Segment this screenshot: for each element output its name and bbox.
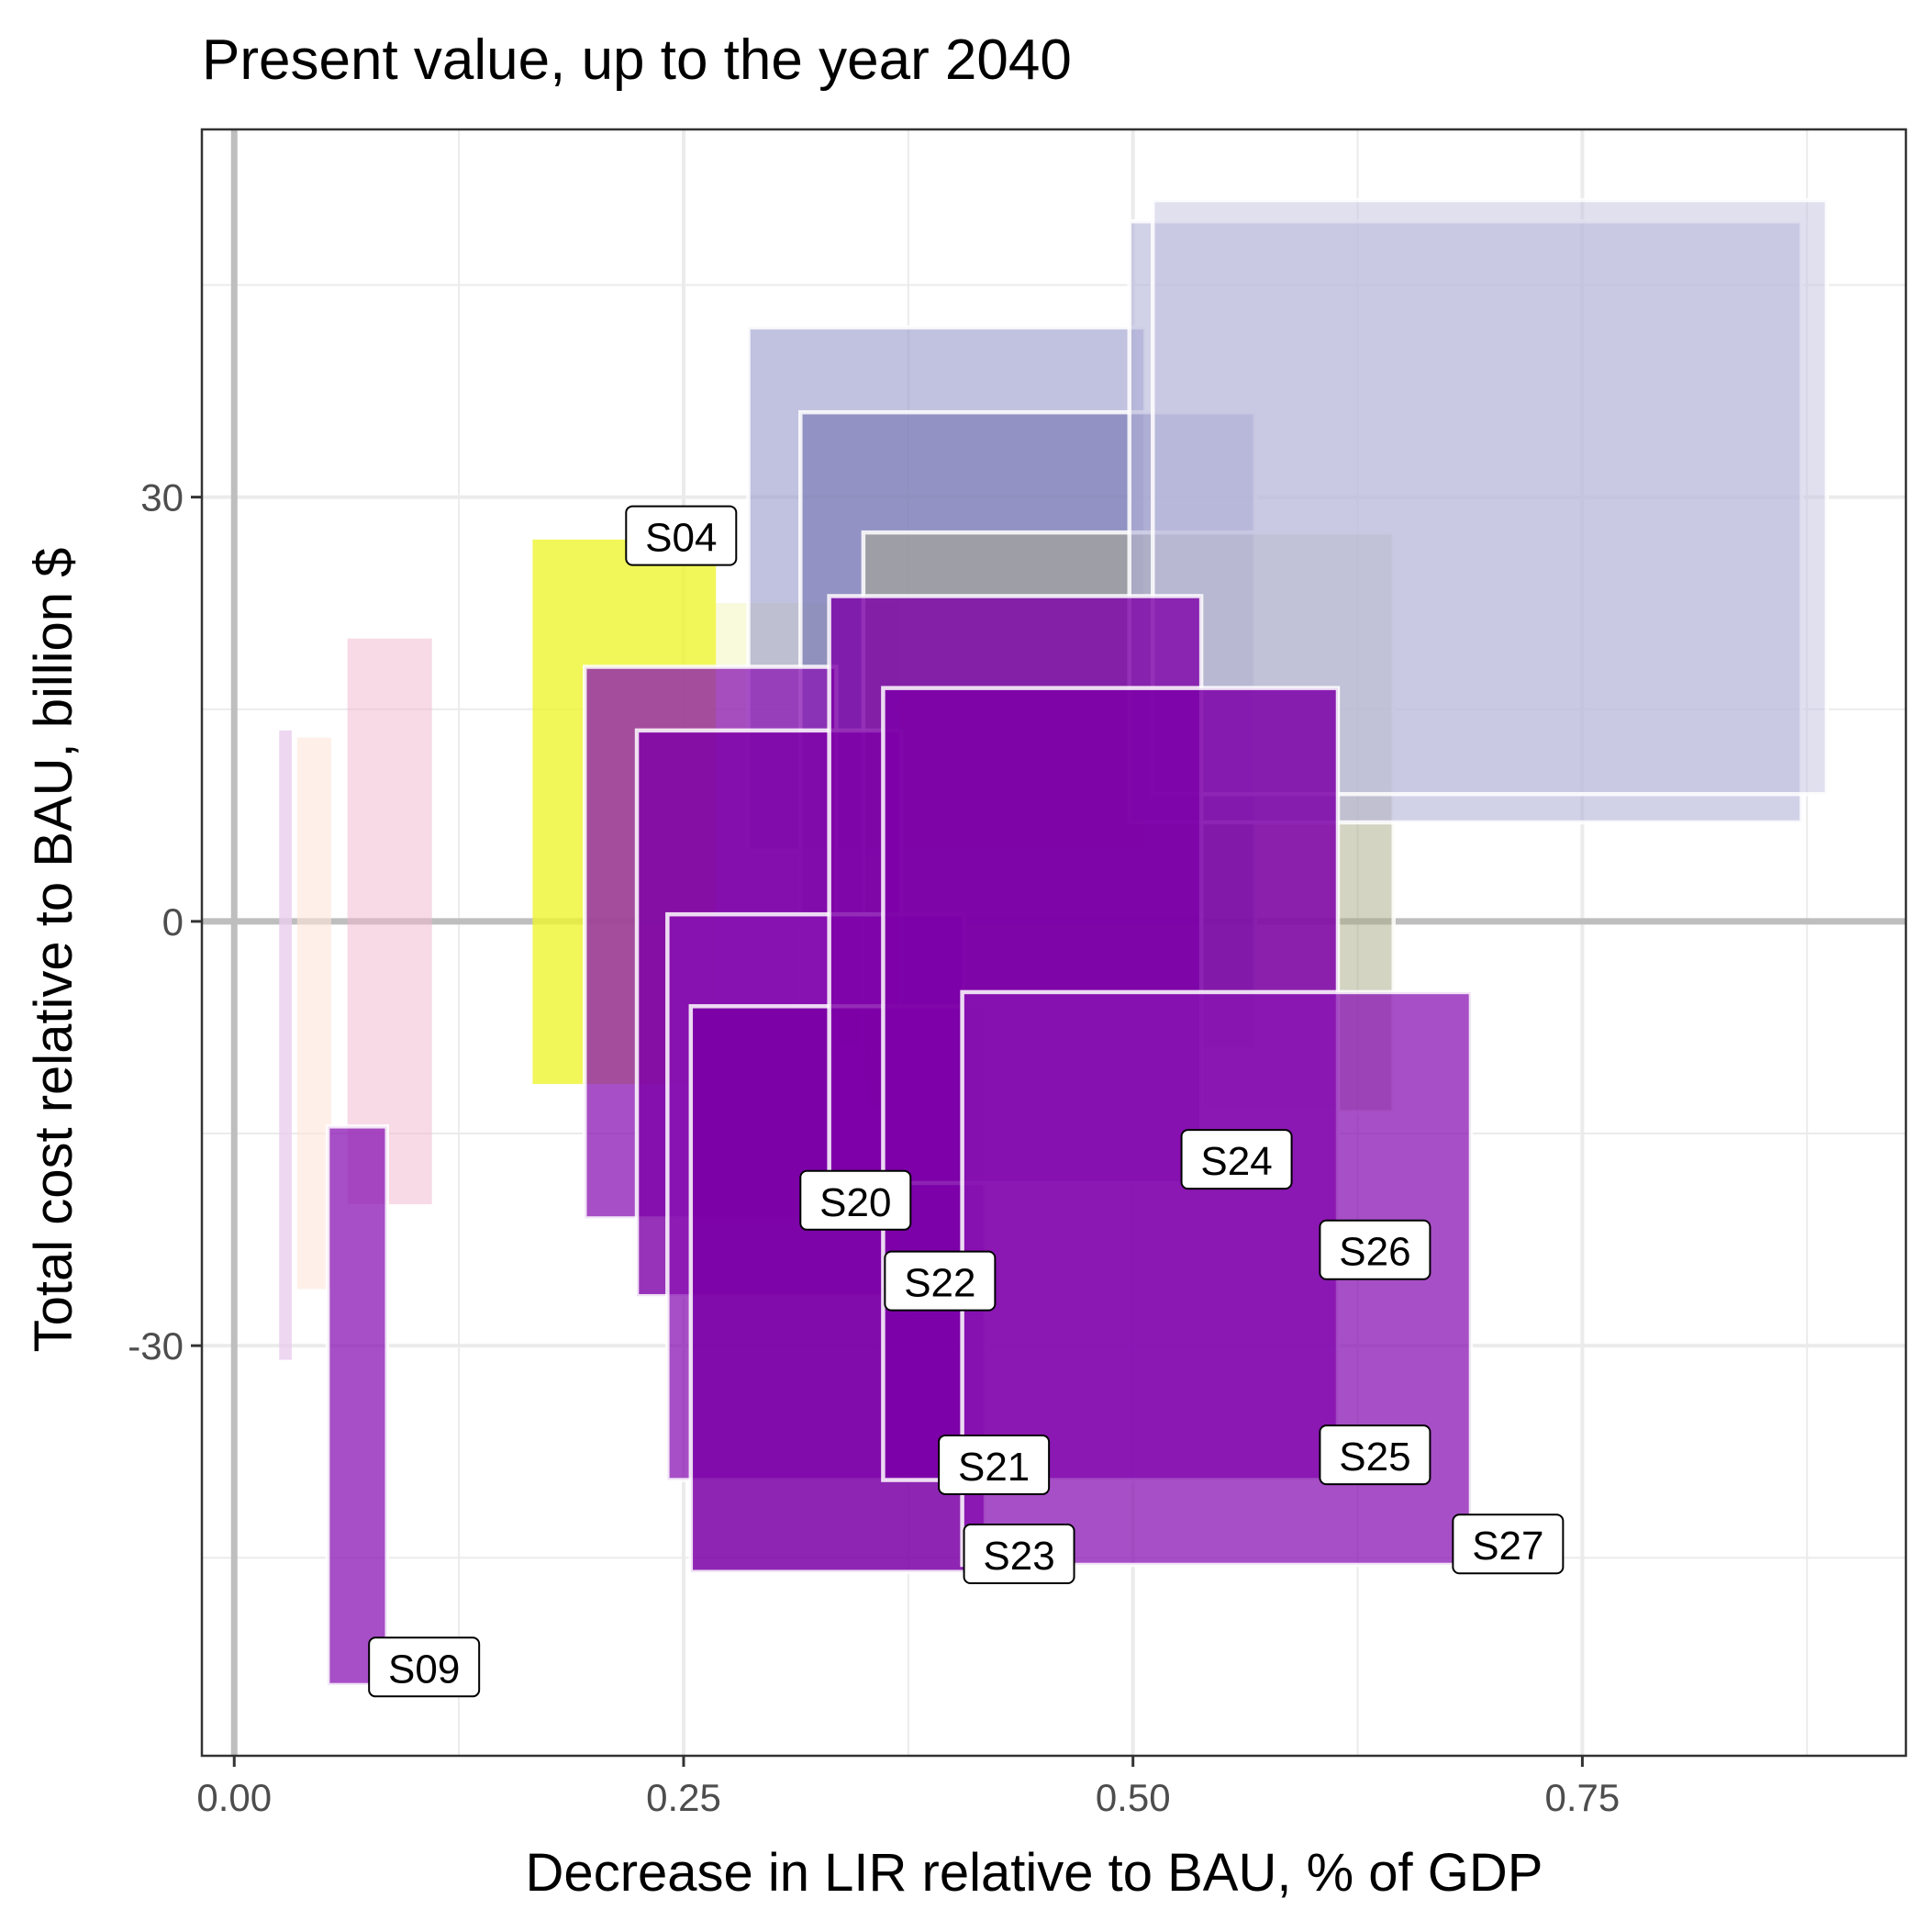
scenario-label: S26 [1319, 1219, 1431, 1280]
scenario-label: S27 [1452, 1513, 1565, 1575]
x-tick-label: 0.50 [1096, 1776, 1171, 1819]
scenario-label-text: S04 [645, 516, 717, 561]
x-axis-ticks: 0.00 0.25 0.50 0.75 [196, 1756, 1620, 1819]
scenario-label: S24 [1180, 1129, 1293, 1190]
scenario-label-box [1180, 1129, 1293, 1190]
scenario-label: S09 [368, 1636, 481, 1698]
scenario-label-text: S21 [958, 1445, 1030, 1490]
scenario-label-box [963, 1524, 1075, 1585]
y-tick-label: 0 [162, 900, 184, 944]
scenario-label-box [799, 1169, 912, 1231]
scenario-label-text: S25 [1339, 1435, 1410, 1480]
scenario-label-box [1319, 1219, 1431, 1280]
scenario-label-box [1319, 1424, 1431, 1486]
chart-title: Present value, up to the year 2040 [202, 28, 1072, 92]
x-tick-label: 0.00 [196, 1776, 272, 1819]
range-rectangle [296, 737, 332, 1290]
scenario-label-text: S20 [819, 1180, 891, 1225]
scenario-label: S21 [938, 1434, 1051, 1495]
scenario-label: S04 [625, 505, 738, 566]
scenario-label-text: S26 [1339, 1230, 1410, 1275]
scenario-label-text: S22 [904, 1261, 975, 1306]
scenario-label-text: S24 [1200, 1139, 1272, 1184]
scenario-label-box [625, 505, 738, 566]
scenario-label-box [368, 1636, 481, 1698]
y-tick-label: -30 [128, 1324, 184, 1368]
scenario-label-box [938, 1434, 1051, 1495]
scenario-label: S22 [884, 1250, 997, 1312]
scenario-label-box [884, 1250, 997, 1312]
scenario-label-text: S23 [983, 1534, 1054, 1579]
range-rectangle [347, 638, 432, 1205]
x-axis-title: Decrease in LIR relative to BAU, % of GD… [526, 1843, 1543, 1903]
scenario-label-text: S27 [1472, 1524, 1543, 1569]
y-tick-label: 30 [140, 476, 184, 519]
x-tick-label: 0.25 [646, 1776, 721, 1819]
scenario-label: S23 [963, 1524, 1075, 1585]
scenario-labels: S04 S09 S20 S21 S22 S23 S24 S25 S26 S27 [368, 505, 1565, 1698]
scenario-label: S25 [1319, 1424, 1431, 1486]
range-rectangle [325, 1124, 390, 1688]
data-rectangles [279, 197, 1830, 1688]
scenario-label-box [1452, 1513, 1565, 1575]
scenario-label-text: S09 [388, 1647, 460, 1692]
x-tick-label: 0.75 [1545, 1776, 1621, 1819]
y-axis-title: Total cost relative to BAU, billion $ [24, 548, 84, 1353]
plot-panel-border [200, 128, 1908, 1758]
scenario-label: S20 [799, 1169, 912, 1231]
range-rectangle [279, 730, 292, 1360]
y-axis-ticks: -30 0 30 [128, 476, 202, 1368]
